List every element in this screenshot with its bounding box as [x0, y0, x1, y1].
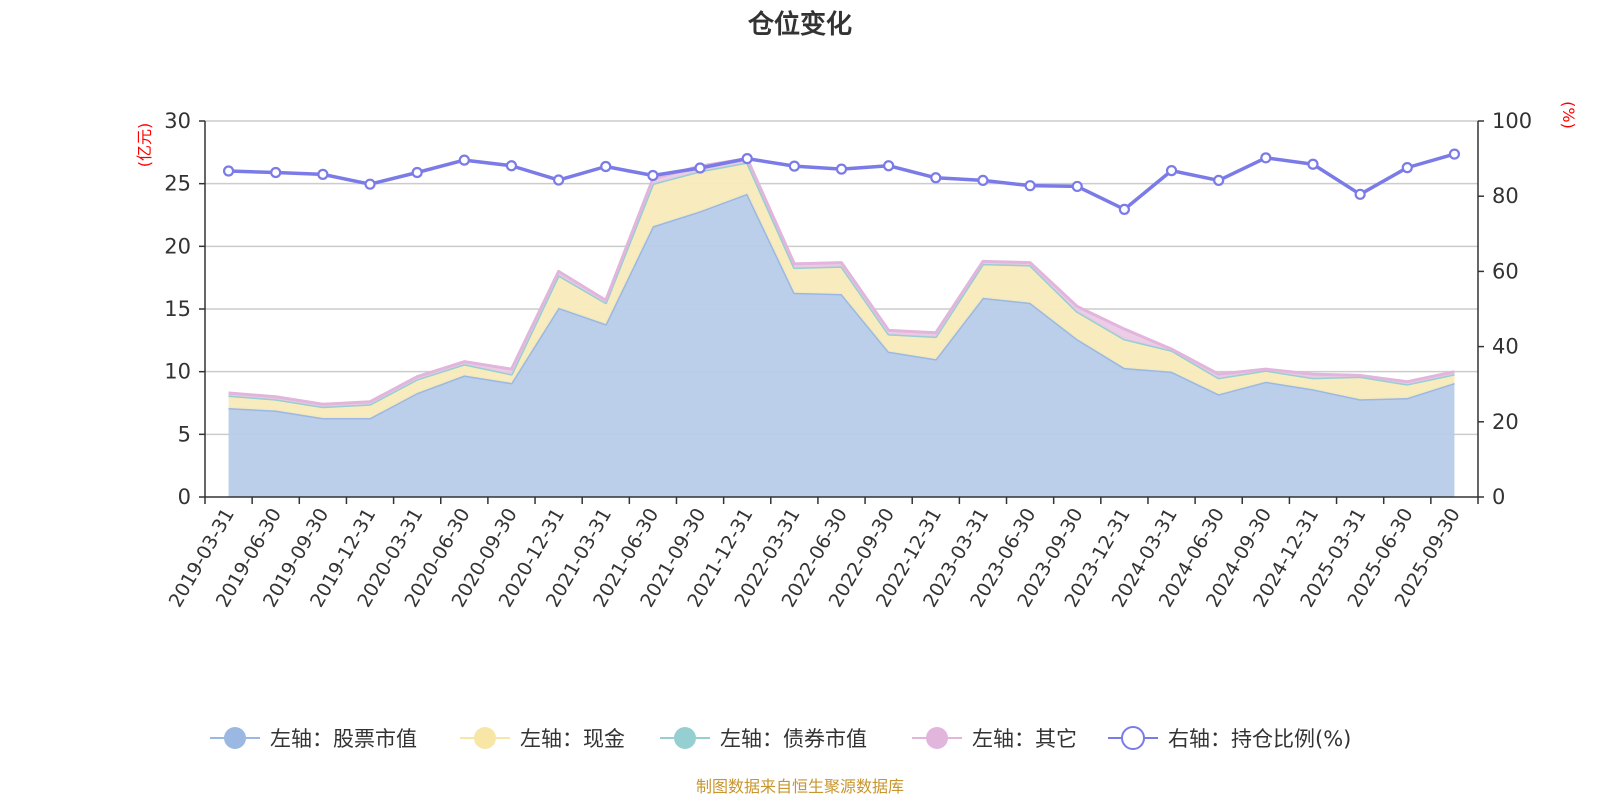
data-source-note: 制图数据来自恒生聚源数据库: [696, 777, 904, 796]
left-axis-tick-label: 10: [164, 360, 191, 384]
right-axis-tick-label: 100: [1492, 109, 1532, 133]
holding-ratio-point: [977, 174, 989, 187]
left-axis-tick-label: 5: [178, 422, 191, 446]
legend-marker: [224, 727, 246, 749]
holding-ratio-point: [1213, 174, 1225, 187]
legend-label: 左轴：股票市值: [270, 727, 417, 751]
holding-ratio-point: [600, 160, 612, 173]
left-axis-tick-label: 30: [164, 109, 191, 133]
holding-ratio-point: [458, 154, 470, 166]
area-fill: [228, 193, 1455, 497]
holding-ratio-point: [505, 160, 518, 172]
legend-item: 右轴：持仓比例(%): [1108, 726, 1351, 751]
holding-ratio-point: [270, 166, 282, 179]
holding-ratio-point: [835, 163, 848, 175]
holding-ratio-point: [647, 169, 659, 182]
stacked-areas: [228, 157, 1455, 497]
right-axis-tick-label: 0: [1492, 485, 1505, 509]
left-axis-tick-label: 20: [164, 234, 191, 258]
legend-marker: [674, 727, 696, 749]
holding-ratio-point: [411, 166, 423, 179]
holding-ratio-point: [741, 153, 753, 165]
holding-ratio-line: [228, 152, 1455, 212]
holding-ratio-point: [1401, 162, 1413, 174]
left-axis-unit: (亿元): [135, 123, 154, 168]
left-axis-tick-label: 25: [164, 172, 191, 196]
holding-ratio-point: [788, 160, 800, 172]
holding-ratio-point: [1354, 188, 1366, 200]
right-axis-tick-label: 60: [1492, 259, 1519, 283]
legend-item: 左轴：其它: [912, 727, 1077, 751]
ratio-line-layer: [222, 148, 1461, 215]
legend-marker: [1121, 726, 1145, 750]
holding-ratio-point: [1118, 203, 1130, 215]
legend-label: 左轴：其它: [972, 727, 1077, 751]
left-axis-tick-label: 0: [178, 485, 191, 509]
holding-ratio-point: [317, 168, 329, 180]
left-axis-tick-label: 15: [164, 297, 191, 321]
legend-item: 左轴：现金: [460, 727, 625, 751]
holding-ratio-point: [553, 174, 565, 186]
holding-ratio-point: [694, 162, 706, 174]
area-fill: [228, 162, 1455, 419]
holding-ratio-point: [1307, 158, 1319, 170]
holding-ratio-point: [1165, 165, 1178, 177]
right-axis-unit: (%): [1559, 101, 1578, 129]
holding-ratio-point: [1448, 148, 1461, 160]
legend-marker: [474, 727, 496, 749]
holding-ratio-point: [1024, 180, 1036, 192]
right-axis-tick-label: 80: [1492, 184, 1519, 208]
holding-ratio-point: [1260, 152, 1272, 164]
legend-label: 右轴：持仓比例(%): [1168, 727, 1351, 751]
legend-marker: [926, 727, 948, 749]
legend-label: 左轴：现金: [520, 727, 625, 751]
right-axis-tick-label: 20: [1492, 410, 1519, 434]
holding-ratio-point: [1071, 180, 1083, 193]
legend-item: 左轴：债券市值: [660, 727, 867, 751]
holding-ratio-point: [883, 160, 895, 172]
right-axis-tick-label: 40: [1492, 335, 1519, 359]
holding-ratio-point: [364, 178, 376, 190]
legend-label: 左轴：债券市值: [720, 727, 867, 751]
chart-title: 仓位变化: [747, 9, 852, 40]
holding-ratio-point: [222, 165, 235, 177]
area-top-line: [228, 157, 1455, 406]
legend-item: 左轴：股票市值: [210, 727, 417, 751]
holding-ratio-point: [930, 172, 942, 184]
legend: 左轴：股票市值 左轴：现金 左轴：债券市值 左轴：其它 右轴：持仓比例(%): [210, 726, 1351, 751]
